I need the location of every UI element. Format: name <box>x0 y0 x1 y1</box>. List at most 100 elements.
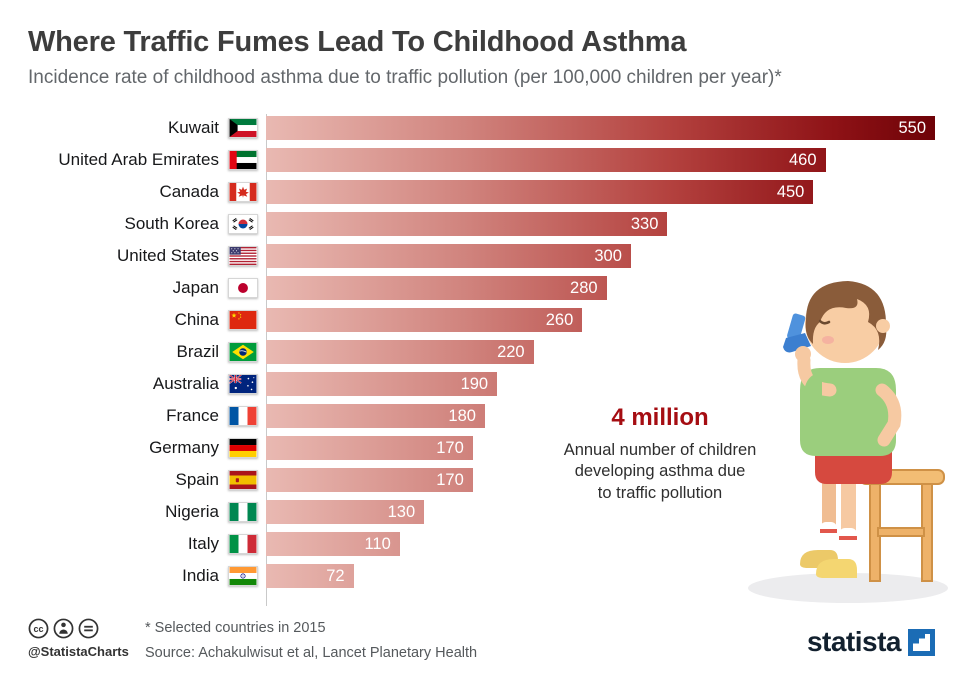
flag-japan-icon <box>228 278 258 298</box>
footer: cc @StatistaCharts * Selected countries … <box>0 614 960 684</box>
cc-icon: cc <box>28 618 49 639</box>
chart-row: Spain 170 <box>28 464 935 496</box>
chart-row: Japan 280 <box>28 272 935 304</box>
country-label: Japan <box>172 278 219 297</box>
bar-track: 220 <box>266 340 935 364</box>
annotation-line: to traffic pollution <box>597 483 723 502</box>
value-label: 130 <box>387 502 416 521</box>
statista-logo-mark-icon <box>908 628 935 656</box>
country-label: Kuwait <box>167 118 219 137</box>
bar-track: 460 <box>266 148 935 172</box>
boy-using-inhaler-illustration <box>740 278 955 608</box>
bar-track: 330 <box>266 212 935 236</box>
bar-track: 300 <box>266 244 935 268</box>
no-derivatives-icon <box>78 618 99 639</box>
value-bar: 300 <box>266 244 631 268</box>
value-label: 330 <box>630 214 659 233</box>
annotation-line: developing asthma due <box>574 462 746 481</box>
cc-license-icons: cc <box>28 618 129 639</box>
footnote: * Selected countries in 2015 <box>145 620 326 636</box>
bar-track: 190 <box>266 372 935 396</box>
value-label: 110 <box>364 534 391 553</box>
value-bar: 180 <box>266 404 485 428</box>
bar-track: 260 <box>266 308 935 332</box>
country-label: Spain <box>175 470 219 489</box>
bar-track: 280 <box>266 276 935 300</box>
country-label: India <box>182 566 219 585</box>
source-line: Source: Achakulwisut et al, Lancet Plane… <box>145 645 478 661</box>
value-bar: 220 <box>266 340 534 364</box>
flag-brazil-icon <box>228 342 258 362</box>
chart-row: Nigeria 130 <box>28 496 935 528</box>
country-label: United States <box>116 246 219 265</box>
bar-track: 550 <box>266 116 935 140</box>
country-label: France <box>166 406 219 425</box>
value-label: 260 <box>545 310 574 329</box>
value-label: 280 <box>570 278 598 297</box>
value-label: 450 <box>776 182 805 201</box>
chart-row: Italy 110 <box>28 528 935 560</box>
page-subtitle: Incidence rate of childhood asthma due t… <box>28 67 782 88</box>
chart-row: Kuwait 550 <box>28 112 935 144</box>
statista-handle: @StatistaCharts <box>28 644 129 659</box>
flag-australia-icon <box>228 374 258 394</box>
value-bar: 190 <box>266 372 498 396</box>
bar-track: 180 <box>266 404 935 428</box>
value-bar: 170 <box>266 436 473 460</box>
value-bar: 460 <box>266 148 826 172</box>
value-label: 460 <box>788 150 817 169</box>
chart-row: Canada 450 <box>28 176 935 208</box>
value-label: 550 <box>898 118 926 137</box>
chart-header: Where Traffic Fumes Lead To Childhood As… <box>28 26 935 89</box>
value-bar: 260 <box>266 308 583 332</box>
statista-logo: statista <box>807 626 935 658</box>
country-label: United Arab Emirates <box>58 150 219 169</box>
country-label: Brazil <box>176 342 219 361</box>
bar-track: 110 <box>266 532 935 556</box>
svg-text:cc: cc <box>33 624 43 634</box>
value-bar: 130 <box>266 500 425 524</box>
flag-canada-icon <box>228 182 258 202</box>
chart-row: United Arab Emirates 460 <box>28 144 935 176</box>
country-label: Germany <box>149 438 219 457</box>
stool <box>859 469 945 582</box>
chart-row: France 180 <box>28 400 935 432</box>
value-label: 170 <box>436 470 464 489</box>
front-leg <box>816 478 857 578</box>
flag-uae-icon <box>228 150 258 170</box>
value-label: 300 <box>594 246 622 265</box>
country-label: Australia <box>152 374 219 393</box>
chart-rows: Kuwait 550 United Arab Emirates 460 Canada 45… <box>28 112 935 592</box>
flag-nigeria-icon <box>228 502 258 522</box>
value-bar: 450 <box>266 180 814 204</box>
value-bar: 280 <box>266 276 607 300</box>
value-bar: 110 <box>266 532 400 556</box>
flag-france-icon <box>228 406 258 426</box>
flag-italy-icon <box>228 534 258 554</box>
value-label: 190 <box>460 374 489 393</box>
flag-spain-icon <box>228 470 258 490</box>
flag-germany-icon <box>228 438 258 458</box>
bar-track: 130 <box>266 500 935 524</box>
value-label: 220 <box>497 342 525 361</box>
bar-track: 450 <box>266 180 935 204</box>
annotation-headline: 4 million <box>611 404 709 431</box>
chart-row: Australia 190 <box>28 368 935 400</box>
country-label: Canada <box>159 182 219 201</box>
page-title: Where Traffic Fumes Lead To Childhood As… <box>28 26 687 58</box>
annotation-block: 4 million Annual number of children deve… <box>520 404 800 504</box>
bar-track: 170 <box>266 436 935 460</box>
flag-india-icon <box>228 566 258 586</box>
chart-row: China 260 <box>28 304 935 336</box>
bar-track: 72 <box>266 564 935 588</box>
chart-row: Brazil 220 <box>28 336 935 368</box>
flag-south-korea-icon <box>228 214 258 234</box>
flag-china-icon <box>228 310 258 330</box>
attribution-icon <box>53 618 74 639</box>
bar-chart: Kuwait 550 United Arab Emirates 460 Canada 45… <box>28 112 935 606</box>
statista-wordmark: statista <box>806 626 902 657</box>
annotation-line: Annual number of children <box>563 441 757 459</box>
country-label: South Korea <box>124 214 219 233</box>
chart-row: India 72 <box>28 560 935 592</box>
value-bar: 170 <box>266 468 473 492</box>
